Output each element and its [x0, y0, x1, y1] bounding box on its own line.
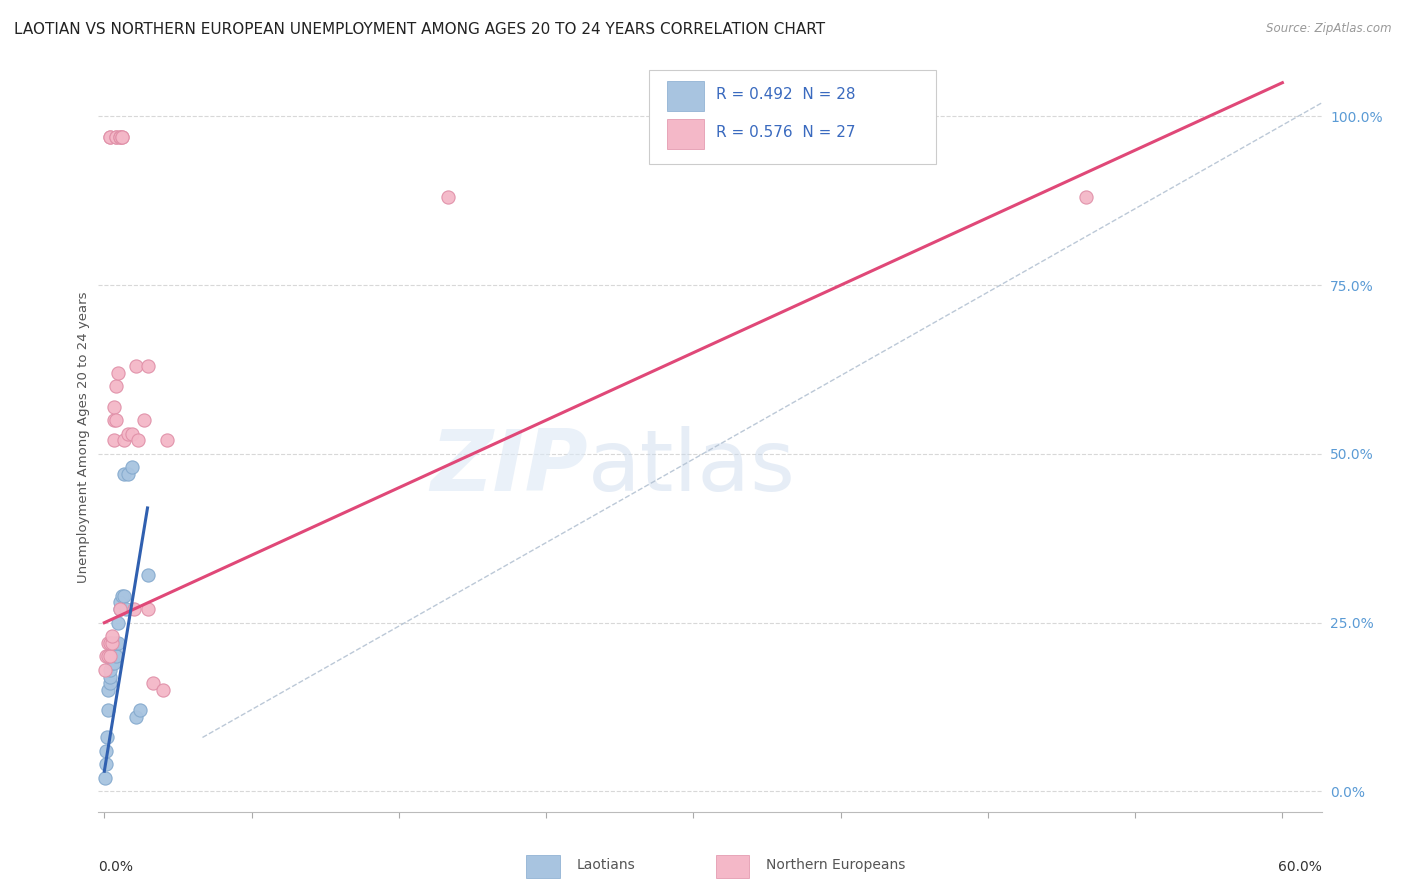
Point: [98, 676, 121, 690]
Text: R = 0.492  N = 28: R = 0.492 N = 28: [716, 87, 856, 103]
Point: [98, 649, 121, 664]
Point: [98, 636, 121, 650]
Point: [117, 467, 139, 482]
Point: [105, 129, 128, 144]
Point: [111, 589, 134, 603]
FancyBboxPatch shape: [650, 70, 936, 163]
Point: [132, 413, 155, 427]
Text: 0.0%: 0.0%: [98, 861, 134, 874]
Point: [105, 379, 128, 393]
Point: [101, 629, 124, 643]
Point: [96, 731, 118, 745]
Point: [97, 703, 120, 717]
Point: [105, 413, 128, 427]
Point: [108, 129, 131, 144]
Text: atlas: atlas: [588, 425, 796, 508]
Point: [94, 771, 117, 785]
Point: [142, 676, 165, 690]
Text: Laotians: Laotians: [576, 858, 636, 872]
Point: [97, 636, 120, 650]
Point: [103, 642, 125, 657]
Point: [156, 434, 179, 448]
Point: [112, 467, 135, 482]
Point: [96, 649, 118, 664]
Point: [111, 129, 134, 144]
Point: [103, 657, 125, 671]
Point: [136, 568, 159, 582]
Point: [128, 703, 150, 717]
Point: [108, 595, 131, 609]
Point: [96, 744, 118, 758]
Point: [117, 426, 139, 441]
Point: [98, 670, 121, 684]
FancyBboxPatch shape: [668, 81, 704, 112]
Text: Source: ZipAtlas.com: Source: ZipAtlas.com: [1267, 22, 1392, 36]
Point: [112, 434, 135, 448]
Point: [136, 602, 159, 616]
Point: [103, 434, 125, 448]
Point: [1074, 190, 1097, 204]
Point: [97, 683, 120, 698]
Point: [97, 649, 120, 664]
Text: ZIP: ZIP: [430, 425, 588, 508]
Point: [94, 663, 117, 677]
Point: [98, 129, 121, 144]
Point: [112, 589, 135, 603]
FancyBboxPatch shape: [526, 855, 560, 878]
Text: R = 0.576  N = 27: R = 0.576 N = 27: [716, 125, 856, 140]
Point: [105, 636, 128, 650]
Point: [125, 359, 148, 374]
Text: Northern Europeans: Northern Europeans: [766, 858, 905, 872]
Text: 60.0%: 60.0%: [1278, 861, 1322, 874]
Point: [108, 129, 131, 144]
Point: [96, 757, 118, 772]
Point: [125, 710, 148, 724]
Point: [111, 129, 134, 144]
Point: [98, 663, 121, 677]
FancyBboxPatch shape: [716, 855, 749, 878]
Point: [437, 190, 460, 204]
Point: [105, 649, 128, 664]
Point: [152, 683, 174, 698]
Point: [103, 400, 125, 414]
Point: [108, 602, 131, 616]
Point: [136, 359, 159, 374]
Point: [101, 636, 124, 650]
Point: [121, 426, 143, 441]
Point: [107, 366, 129, 380]
Point: [107, 636, 129, 650]
Point: [107, 615, 129, 630]
Point: [103, 413, 125, 427]
Point: [98, 129, 121, 144]
Point: [122, 602, 145, 616]
Text: LAOTIAN VS NORTHERN EUROPEAN UNEMPLOYMENT AMONG AGES 20 TO 24 YEARS CORRELATION : LAOTIAN VS NORTHERN EUROPEAN UNEMPLOYMEN…: [14, 22, 825, 37]
Point: [101, 649, 124, 664]
Point: [121, 460, 143, 475]
Point: [127, 434, 149, 448]
Point: [101, 657, 124, 671]
Point: [115, 602, 138, 616]
FancyBboxPatch shape: [668, 119, 704, 149]
Point: [108, 602, 131, 616]
Point: [105, 129, 128, 144]
Y-axis label: Unemployment Among Ages 20 to 24 years: Unemployment Among Ages 20 to 24 years: [77, 292, 90, 582]
